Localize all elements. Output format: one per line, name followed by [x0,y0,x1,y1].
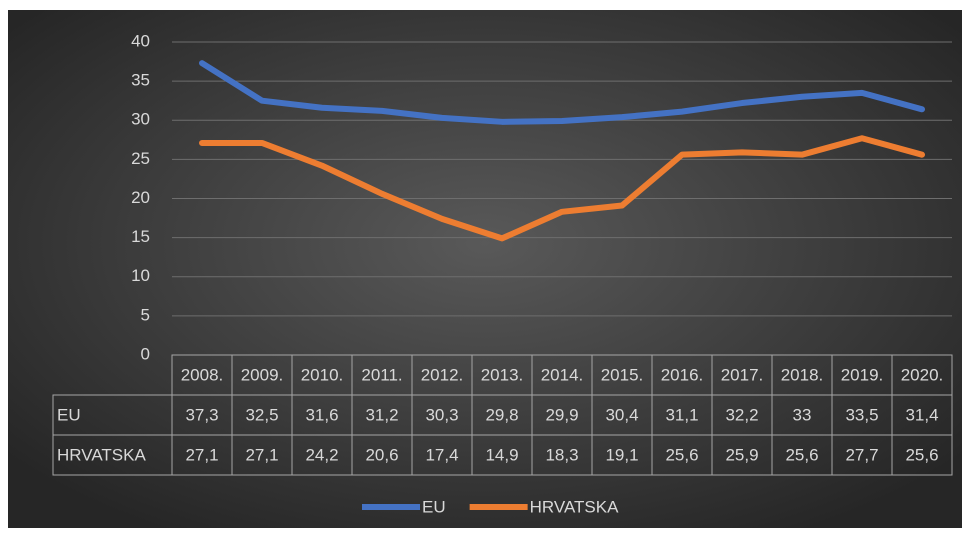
x-tick-label: 2019. [841,365,884,384]
table-value: 37,3 [185,405,218,424]
x-tick-label: 2013. [481,365,524,384]
y-tick-label: 35 [131,71,150,90]
legend-label: EU [422,497,446,516]
table-value: 18,3 [545,445,578,464]
table-value: 31,1 [665,405,698,424]
table-value: 31,6 [305,405,338,424]
table-value: 24,2 [305,445,338,464]
y-tick-label: 40 [131,31,150,50]
table-value: 20,6 [365,445,398,464]
x-tick-label: 2014. [541,365,584,384]
legend-label: HRVATSKA [530,497,619,516]
line-series [199,135,925,242]
y-tick-label: 0 [141,344,150,363]
table-value: 33 [793,405,812,424]
table-value: 25,6 [665,445,698,464]
x-tick-label: 2010. [301,365,344,384]
x-tick-label: 2008. [181,365,224,384]
table-value: 17,4 [425,445,458,464]
table-row-label: HRVATSKA [57,445,146,464]
table-value: 25,9 [725,445,758,464]
table-value: 32,5 [245,405,278,424]
x-tick-label: 2016. [661,365,704,384]
table-value: 19,1 [605,445,638,464]
table-value: 33,5 [845,405,878,424]
y-tick-label: 20 [131,188,150,207]
table-value: 32,2 [725,405,758,424]
table-row [52,434,953,476]
table-value: 29,8 [485,405,518,424]
table-value: 30,3 [425,405,458,424]
table-value: 27,1 [245,445,278,464]
x-tick-label: 2012. [421,365,464,384]
table-value: 25,6 [785,445,818,464]
y-tick-label: 30 [131,110,150,129]
table-value: 31,2 [365,405,398,424]
table-value: 27,1 [185,445,218,464]
x-tick-label: 2015. [601,365,644,384]
line-series [199,60,925,125]
y-tick-label: 5 [141,305,150,324]
y-tick-label: 25 [131,149,150,168]
x-tick-label: 2009. [241,365,284,384]
table-value: 31,4 [905,405,938,424]
table-value: 25,6 [905,445,938,464]
table-row-label: EU [57,405,81,424]
table-value: 14,9 [485,445,518,464]
x-tick-label: 2020. [901,365,944,384]
x-tick-label: 2017. [721,365,764,384]
table-value: 30,4 [605,405,638,424]
y-tick-label: 15 [131,227,150,246]
table-value: 27,7 [845,445,878,464]
y-tick-label: 10 [131,266,150,285]
table-value: 29,9 [545,405,578,424]
x-tick-label: 2018. [781,365,824,384]
x-tick-label: 2011. [361,365,402,384]
